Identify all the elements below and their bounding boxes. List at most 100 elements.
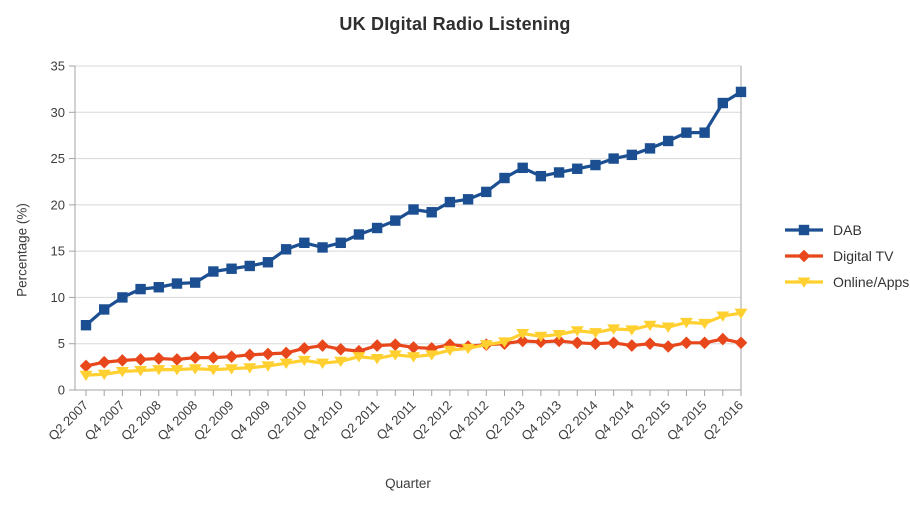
diamond-marker-icon bbox=[698, 336, 711, 350]
diamond-marker-icon bbox=[170, 353, 184, 366]
triangle-down-marker-icon bbox=[152, 365, 166, 376]
square-marker-icon bbox=[153, 282, 164, 293]
triangle-down-marker-icon bbox=[316, 358, 330, 369]
square-marker-icon bbox=[262, 257, 274, 268]
legend-key-square-icon bbox=[785, 224, 823, 236]
diamond-marker-icon bbox=[334, 342, 348, 356]
triangle-down-marker-icon bbox=[425, 350, 439, 361]
square-marker-icon bbox=[572, 163, 583, 174]
legend-label: Online/Apps bbox=[833, 274, 910, 290]
square-marker-icon bbox=[408, 204, 419, 215]
triangle-down-marker-icon bbox=[388, 350, 402, 361]
diamond-marker-icon bbox=[797, 249, 811, 263]
square-marker-icon bbox=[699, 127, 710, 138]
square-marker-icon bbox=[189, 277, 201, 288]
triangle-down-marker-icon bbox=[552, 329, 566, 341]
diamond-marker-icon bbox=[261, 347, 275, 361]
square-marker-icon bbox=[681, 127, 692, 138]
square-marker-icon bbox=[226, 263, 237, 274]
triangle-down-marker-icon bbox=[115, 366, 129, 378]
square-marker-icon bbox=[499, 172, 510, 184]
square-marker-icon bbox=[626, 149, 638, 161]
diamond-marker-icon bbox=[716, 332, 730, 346]
square-marker-icon bbox=[590, 159, 601, 171]
square-marker-icon bbox=[462, 194, 474, 205]
triangle-down-marker-icon bbox=[588, 328, 602, 339]
y-tick-label: 35 bbox=[51, 59, 65, 74]
legend-item-digital-tv: Digital TV bbox=[784, 248, 909, 264]
legend-label: Digital TV bbox=[833, 248, 894, 264]
y-tick-label: 20 bbox=[51, 197, 65, 212]
square-marker-icon bbox=[717, 97, 729, 109]
square-marker-icon bbox=[117, 292, 128, 303]
triangle-down-marker-icon bbox=[297, 355, 311, 367]
legend-label: DAB bbox=[833, 222, 862, 238]
y-axis-title: Percentage (%) bbox=[14, 203, 30, 297]
triangle-down-marker-icon bbox=[797, 277, 811, 288]
diamond-marker-icon bbox=[516, 334, 529, 348]
square-marker-icon bbox=[299, 237, 310, 249]
triangle-down-marker-icon bbox=[261, 361, 275, 372]
diamond-marker-icon bbox=[407, 341, 420, 354]
square-marker-icon bbox=[608, 153, 619, 164]
diamond-marker-icon bbox=[589, 337, 602, 351]
diamond-marker-icon bbox=[243, 348, 257, 362]
square-marker-icon bbox=[517, 162, 528, 174]
triangle-down-marker-icon bbox=[97, 369, 111, 381]
legend-item-dab: DAB bbox=[784, 222, 909, 238]
square-marker-icon bbox=[535, 170, 547, 182]
diamond-marker-icon bbox=[661, 340, 675, 353]
triangle-down-marker-icon bbox=[497, 337, 511, 348]
chart-title: UK DIgital Radio Listening bbox=[339, 14, 571, 34]
triangle-down-marker-icon bbox=[443, 345, 457, 356]
diamond-marker-icon bbox=[552, 334, 566, 348]
diamond-marker-icon bbox=[79, 359, 93, 373]
triangle-down-marker-icon bbox=[643, 320, 657, 331]
triangle-down-marker-icon bbox=[407, 352, 420, 363]
square-marker-icon bbox=[371, 222, 383, 234]
square-marker-icon bbox=[735, 86, 747, 98]
diamond-marker-icon bbox=[279, 346, 293, 360]
triangle-down-marker-icon bbox=[370, 354, 384, 365]
diamond-marker-icon bbox=[389, 338, 402, 351]
diamond-marker-icon bbox=[680, 336, 693, 350]
triangle-down-marker-icon bbox=[243, 363, 257, 374]
diamond-marker-icon bbox=[225, 350, 238, 363]
triangle-down-marker-icon bbox=[679, 317, 693, 329]
legend-key-diamond-icon bbox=[785, 249, 823, 263]
triangle-down-marker-icon bbox=[279, 358, 293, 369]
square-marker-icon bbox=[98, 304, 110, 315]
triangle-down-marker-icon bbox=[625, 325, 639, 336]
square-marker-icon bbox=[80, 320, 92, 331]
triangle-down-marker-icon bbox=[661, 322, 675, 333]
diamond-marker-icon bbox=[188, 351, 202, 364]
legend-key-triangle-down-icon bbox=[785, 277, 823, 288]
diamond-marker-icon bbox=[97, 355, 111, 369]
diamond-marker-icon bbox=[316, 339, 329, 352]
diamond-marker-icon bbox=[298, 342, 311, 355]
triangle-down-marker-icon bbox=[188, 364, 202, 375]
triangle-down-marker-icon bbox=[79, 370, 93, 381]
square-marker-icon bbox=[644, 143, 656, 154]
diamond-marker-icon bbox=[570, 336, 584, 350]
square-marker-icon bbox=[280, 244, 292, 255]
x-tick-label: Q2 2016 bbox=[700, 398, 746, 444]
triangle-down-marker-icon bbox=[134, 366, 148, 377]
y-tick-label: 0 bbox=[58, 383, 65, 398]
y-tick-label: 25 bbox=[51, 151, 65, 166]
square-marker-icon bbox=[244, 260, 255, 272]
diamond-marker-icon bbox=[352, 344, 366, 358]
square-marker-icon bbox=[353, 229, 365, 240]
triangle-down-marker-icon bbox=[479, 340, 493, 351]
square-marker-icon bbox=[444, 196, 456, 208]
triangle-down-marker-icon bbox=[334, 356, 348, 368]
x-axis-title: Quarter bbox=[385, 476, 431, 491]
x-tick-label: Q4 2010 bbox=[300, 398, 346, 444]
square-marker-icon bbox=[208, 266, 219, 277]
square-marker-icon bbox=[663, 135, 674, 147]
y-tick-label: 10 bbox=[51, 290, 65, 305]
triangle-down-marker-icon bbox=[225, 364, 239, 375]
legend-item-online-apps: Online/Apps bbox=[784, 274, 909, 290]
square-marker-icon bbox=[135, 283, 146, 295]
